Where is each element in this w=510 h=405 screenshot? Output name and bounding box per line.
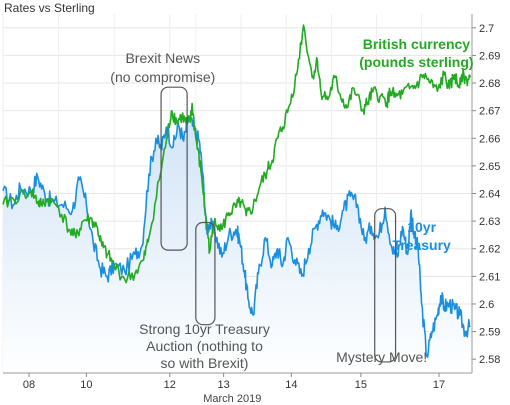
series-label-sterling: (pounds sterling) <box>359 54 473 70</box>
series-lines <box>2 24 472 358</box>
x-tick-label: 14 <box>285 379 297 391</box>
x-tick-label: 10 <box>80 379 92 391</box>
x-tick-label: 13 <box>217 379 229 391</box>
y-tick-label: 2.7 <box>479 23 494 35</box>
y-tick-label: 2.62 <box>479 244 500 256</box>
y-tick-label: 2.67 <box>479 106 500 118</box>
treasury-area-fill <box>3 116 471 373</box>
chart-title: Rates vs Sterling <box>4 1 95 15</box>
chart-text: Rates vs Sterling 2.7 2.69 2.68 2.67 2.66 2.65… <box>4 1 500 405</box>
y-tick-label: 2.58 <box>479 354 500 366</box>
annotation-brexit-news: (no compromise) <box>110 69 215 85</box>
y-tick-label: 2.66 <box>479 133 500 145</box>
x-tick-label: 08 <box>23 379 35 391</box>
y-tick-label: 2.64 <box>479 189 500 201</box>
y-tick-label: 2.59 <box>479 327 500 339</box>
y-tick-label: 2.69 <box>479 50 500 62</box>
x-tick-label: 15 <box>355 379 367 391</box>
series-label-treasury: Treasury <box>392 237 451 253</box>
treasury-area <box>3 116 471 373</box>
y-tick-label: 2.63 <box>479 216 500 228</box>
annotation-mystery-move: Mystery Move! <box>336 349 427 365</box>
y-tick-label: 2.68 <box>479 78 500 90</box>
annotation-treasury-auction: Auction (nothing to <box>146 338 263 354</box>
y-tick-label: 2.6 <box>479 299 494 311</box>
series-label-sterling: British currency <box>363 36 471 52</box>
annotation-brexit-news: Brexit News <box>125 50 200 66</box>
axes <box>3 14 476 377</box>
brexit-news-box <box>160 86 188 251</box>
annotation-treasury-auction: so with Brexit) <box>161 355 249 371</box>
y-tick-label: 2.61 <box>479 271 500 283</box>
x-axis-label: March 2019 <box>203 393 261 405</box>
annotation-treasury-auction: Strong 10yr Treasury <box>139 321 270 337</box>
mystery-move-box <box>374 208 397 363</box>
series-label-treasury: 10yr <box>407 219 436 235</box>
series-line-treasury <box>2 115 471 358</box>
series-line-sterling <box>2 24 472 284</box>
y-tick-label: 2.65 <box>479 161 500 173</box>
x-tick-label: 17 <box>433 379 445 391</box>
treasury-auction-box <box>195 221 216 326</box>
x-tick-label: 12 <box>164 379 176 391</box>
annotation-boxes <box>160 86 397 363</box>
